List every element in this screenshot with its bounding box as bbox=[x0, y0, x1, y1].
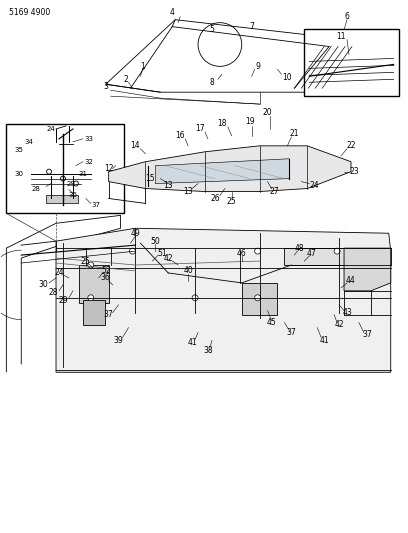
Text: 28: 28 bbox=[32, 185, 40, 191]
Text: 48: 48 bbox=[295, 244, 304, 253]
Text: 38: 38 bbox=[203, 346, 213, 355]
Text: 7: 7 bbox=[249, 22, 254, 31]
Text: 10: 10 bbox=[283, 73, 292, 82]
Circle shape bbox=[88, 262, 94, 268]
Polygon shape bbox=[284, 248, 391, 265]
Circle shape bbox=[73, 181, 78, 186]
Circle shape bbox=[334, 248, 340, 254]
Text: 33: 33 bbox=[84, 136, 93, 142]
Text: 47: 47 bbox=[306, 248, 316, 257]
Text: 13: 13 bbox=[183, 187, 193, 196]
Text: 44: 44 bbox=[346, 277, 356, 285]
Text: 14: 14 bbox=[131, 141, 140, 150]
Text: 30: 30 bbox=[15, 171, 24, 176]
Text: 21: 21 bbox=[290, 130, 299, 139]
Polygon shape bbox=[344, 248, 391, 291]
Text: 11: 11 bbox=[336, 32, 346, 41]
Text: 35: 35 bbox=[15, 147, 24, 153]
Text: 25: 25 bbox=[81, 256, 91, 265]
Text: 42: 42 bbox=[334, 320, 344, 329]
Text: 20: 20 bbox=[263, 108, 273, 117]
FancyBboxPatch shape bbox=[7, 124, 124, 213]
Text: 29: 29 bbox=[58, 296, 68, 305]
Text: 37: 37 bbox=[286, 328, 296, 337]
Text: 39: 39 bbox=[114, 336, 124, 345]
Text: 25: 25 bbox=[227, 197, 237, 206]
Text: 42: 42 bbox=[164, 254, 173, 263]
Text: 36: 36 bbox=[101, 273, 111, 282]
Circle shape bbox=[192, 295, 198, 301]
Text: 41: 41 bbox=[319, 336, 329, 345]
Text: 9: 9 bbox=[255, 62, 260, 71]
Text: 40: 40 bbox=[183, 266, 193, 276]
Bar bbox=[46, 196, 78, 204]
Circle shape bbox=[88, 295, 94, 301]
Polygon shape bbox=[56, 228, 391, 372]
Text: 13: 13 bbox=[164, 181, 173, 190]
Bar bbox=[83, 300, 105, 325]
Text: 32: 32 bbox=[84, 159, 93, 165]
Text: 36: 36 bbox=[69, 192, 78, 198]
Text: 37: 37 bbox=[91, 203, 100, 208]
Text: 43: 43 bbox=[342, 308, 352, 317]
Text: 19: 19 bbox=[245, 117, 255, 126]
Text: 50: 50 bbox=[151, 237, 160, 246]
Text: 27: 27 bbox=[270, 187, 279, 196]
Bar bbox=[79, 265, 109, 303]
Text: 26: 26 bbox=[210, 194, 220, 203]
Text: 46: 46 bbox=[237, 248, 246, 257]
Text: 8: 8 bbox=[210, 78, 214, 87]
Text: 1: 1 bbox=[140, 62, 145, 71]
Text: 49: 49 bbox=[131, 229, 140, 238]
Text: 23: 23 bbox=[349, 167, 359, 176]
Text: 28: 28 bbox=[48, 288, 58, 297]
Text: 52: 52 bbox=[101, 266, 111, 276]
Text: 15: 15 bbox=[146, 174, 155, 183]
Text: 37: 37 bbox=[104, 310, 113, 319]
Text: 6: 6 bbox=[345, 12, 350, 21]
Text: 2: 2 bbox=[123, 75, 128, 84]
Text: 51: 51 bbox=[157, 248, 167, 257]
Text: 34: 34 bbox=[25, 139, 33, 145]
Polygon shape bbox=[109, 146, 351, 191]
Text: 31: 31 bbox=[78, 171, 87, 176]
FancyBboxPatch shape bbox=[304, 29, 399, 96]
Text: 24: 24 bbox=[54, 269, 64, 278]
Circle shape bbox=[255, 295, 261, 301]
Circle shape bbox=[129, 248, 135, 254]
Text: 45: 45 bbox=[267, 318, 276, 327]
Text: 16: 16 bbox=[175, 132, 185, 140]
Text: 5: 5 bbox=[210, 25, 214, 34]
Text: 18: 18 bbox=[217, 119, 226, 128]
Text: 22: 22 bbox=[346, 141, 356, 150]
Circle shape bbox=[255, 248, 261, 254]
Text: 30: 30 bbox=[38, 280, 48, 289]
Text: 29: 29 bbox=[67, 181, 75, 187]
Text: 5169 4900: 5169 4900 bbox=[9, 8, 51, 17]
Text: 4: 4 bbox=[170, 8, 175, 17]
Text: 37: 37 bbox=[362, 330, 372, 339]
Circle shape bbox=[60, 176, 65, 181]
Text: 24: 24 bbox=[47, 126, 55, 132]
Text: 41: 41 bbox=[187, 338, 197, 347]
Text: 3: 3 bbox=[103, 82, 108, 91]
Bar bbox=[242, 283, 277, 314]
Text: 12: 12 bbox=[104, 164, 113, 173]
Polygon shape bbox=[155, 159, 289, 183]
Circle shape bbox=[47, 169, 51, 174]
Text: 17: 17 bbox=[195, 124, 205, 133]
Text: 24: 24 bbox=[309, 181, 319, 190]
